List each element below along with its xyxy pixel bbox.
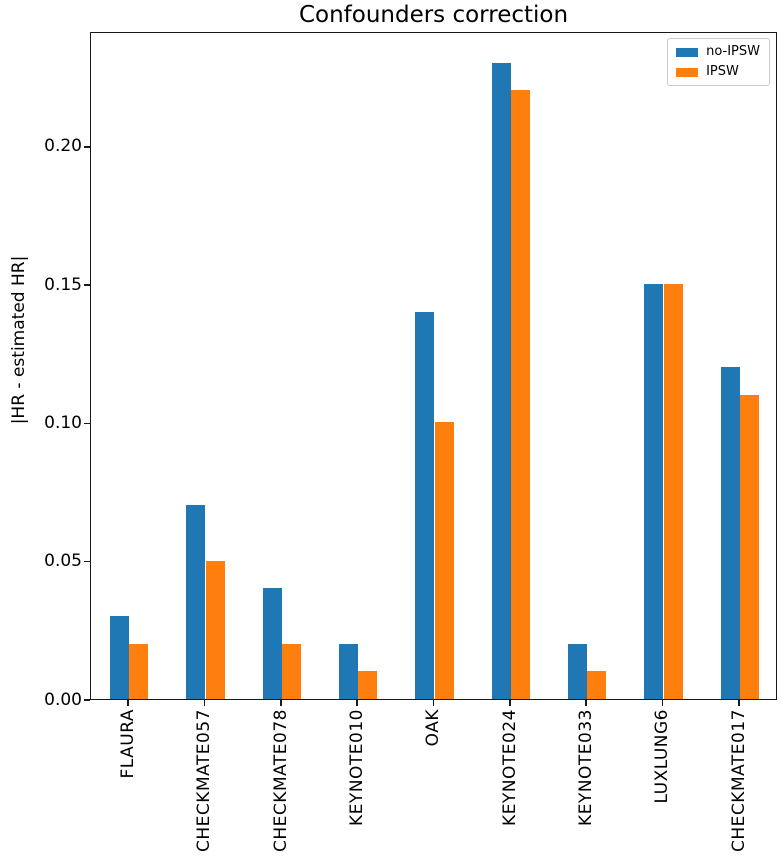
y-tick-mark <box>84 560 90 563</box>
x-tick-label-luxlung6: LUXLUNG6 <box>652 709 673 804</box>
bar-no-ipsw-keynote010 <box>339 643 359 699</box>
x-tick-label-flaura: FLAURA <box>118 709 139 779</box>
bar-ipsw-checkmate057 <box>205 560 225 699</box>
legend-label-no-ipsw: no-IPSW <box>706 44 760 59</box>
bar-ipsw-flaura <box>129 643 149 699</box>
y-tick-label: 0.15 <box>44 274 82 295</box>
y-tick-label: 0.05 <box>44 551 82 572</box>
bar-ipsw-checkmate078 <box>281 643 301 699</box>
bar-ipsw-keynote033 <box>587 671 607 699</box>
bar-no-ipsw-keynote033 <box>568 643 588 699</box>
legend-item-no-ipsw: no-IPSW <box>676 45 760 59</box>
x-tick-mark <box>280 700 282 706</box>
legend-label-ipsw: IPSW <box>706 64 739 79</box>
bar-no-ipsw-checkmate078 <box>262 588 282 699</box>
x-tick-mark <box>127 700 129 706</box>
x-tick-mark <box>738 700 740 706</box>
x-tick-label-keynote033: KEYNOTE033 <box>576 709 597 826</box>
y-tick-mark <box>84 699 90 701</box>
bar-ipsw-oak <box>434 422 454 699</box>
bar-ipsw-keynote024 <box>510 90 530 699</box>
bar-no-ipsw-luxlung6 <box>644 284 664 699</box>
bars-container <box>91 33 776 699</box>
y-tick-label: 0.20 <box>44 136 82 157</box>
bar-ipsw-keynote010 <box>358 671 378 699</box>
bar-ipsw-luxlung6 <box>663 284 683 699</box>
bar-ipsw-checkmate017 <box>739 394 759 699</box>
x-tick-label-keynote010: KEYNOTE010 <box>347 709 368 826</box>
y-tick-label: 0.10 <box>44 412 82 433</box>
legend-swatch-no-ipsw-icon <box>676 47 699 57</box>
y-tick-mark <box>84 284 90 286</box>
x-tick-label-checkmate057: CHECKMATE057 <box>194 709 215 852</box>
bar-no-ipsw-oak <box>415 311 435 699</box>
x-tick-label-keynote024: KEYNOTE024 <box>499 709 520 826</box>
x-tick-mark <box>585 700 587 706</box>
x-tick-mark <box>356 700 358 706</box>
bar-no-ipsw-keynote024 <box>491 62 511 699</box>
x-tick-mark <box>661 700 664 706</box>
y-tick-mark <box>84 146 90 148</box>
legend: no-IPSW IPSW <box>667 38 770 86</box>
legend-item-ipsw: IPSW <box>676 65 760 79</box>
y-tick-mark <box>84 422 90 425</box>
legend-swatch-ipsw-icon <box>676 67 699 77</box>
bar-no-ipsw-checkmate017 <box>720 367 740 699</box>
plot-area: no-IPSW IPSW <box>90 32 777 700</box>
bar-no-ipsw-flaura <box>110 616 130 699</box>
x-tick-mark <box>203 700 206 706</box>
x-tick-label-oak: OAK <box>423 709 444 747</box>
x-tick-mark <box>432 700 435 706</box>
x-tick-label-checkmate017: CHECKMATE017 <box>728 709 749 852</box>
chart-title: Confounders correction <box>298 2 569 28</box>
bar-no-ipsw-checkmate057 <box>186 505 206 699</box>
x-tick-mark <box>509 700 511 706</box>
x-tick-label-checkmate078: CHECKMATE078 <box>270 709 291 852</box>
y-tick-label: 0.00 <box>44 689 82 710</box>
